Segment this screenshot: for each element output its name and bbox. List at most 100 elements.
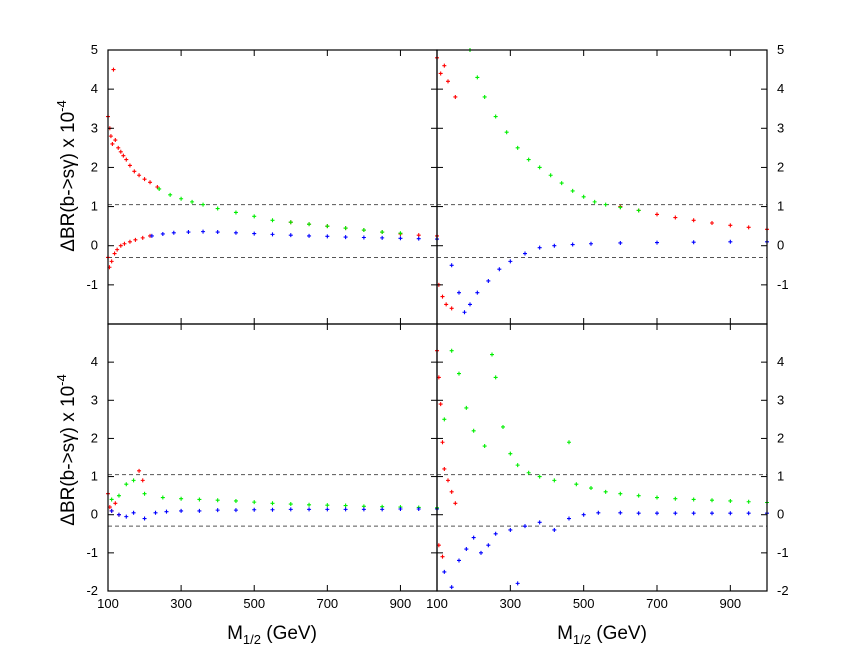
point-blue [673,511,678,516]
point-green [116,493,121,498]
y-tick-label: 2 [777,159,784,174]
y-tick-label: -1 [777,277,789,292]
point-green [457,371,461,376]
point-red [438,71,443,76]
point-green [168,192,173,197]
point-green [179,496,184,501]
y-tick-label: -2 [777,583,789,598]
point-red [440,554,445,559]
point-blue [252,507,257,512]
point-red [140,478,145,483]
point-blue [233,508,238,513]
point-blue [468,302,472,307]
y-tick-label: 5 [777,42,784,57]
point-blue [325,507,330,512]
point-blue [416,506,421,511]
point-blue [416,236,421,241]
panel-frame [107,323,438,592]
point-red [115,247,120,252]
point-green [307,502,312,507]
point-blue [109,508,114,513]
point-green [537,165,542,170]
x-tick-label: 300 [499,596,521,611]
point-green [589,486,593,491]
point-red [113,501,118,506]
point-green [746,499,751,504]
point-green [179,196,184,201]
point-blue [252,231,257,236]
point-green [592,199,597,204]
point-blue [186,230,191,235]
y-tick-label: -1 [86,545,98,560]
point-blue [201,229,206,234]
y-tick-label: 2 [91,430,98,445]
point-green [288,220,293,225]
point-green [559,181,564,186]
x-axis-label-right: M1/2 (GeV) [557,623,647,647]
point-blue [728,239,733,244]
y-tick-label: -1 [86,277,98,292]
point-blue [270,232,275,237]
point-green [537,474,542,479]
point-blue [160,231,165,236]
point-blue [462,310,467,315]
point-blue [361,235,366,240]
y-tick-label: 2 [91,159,98,174]
point-red [710,221,714,226]
point-blue [380,507,385,512]
point-green [215,498,220,503]
point-green [493,375,498,380]
point-green [343,503,348,508]
point-red [118,149,123,154]
y-tick-label: 0 [777,238,784,253]
point-green [252,214,257,219]
point-blue [449,263,454,268]
point-green [526,157,531,162]
point-green [603,202,608,207]
point-green [288,502,293,507]
panel-top-left: -1 0 1 2 3 4 5 [86,42,439,325]
point-blue [164,509,169,514]
point-green [307,222,312,227]
point-green [464,405,469,410]
point-red [416,233,421,238]
point-blue [486,278,491,283]
point-green [526,470,531,475]
point-red [116,145,121,150]
point-green [124,482,129,487]
point-green [233,498,238,503]
point-green [442,417,447,422]
point-blue [581,512,586,517]
point-blue [508,259,513,264]
y-tick-label: 0 [777,507,784,522]
point-red [121,153,126,158]
point-red [148,180,153,185]
point-blue [288,233,293,238]
point-blue [596,510,601,515]
point-green [201,202,206,207]
point-green [471,428,476,433]
y-tick-label: 3 [91,120,98,135]
point-blue [508,527,513,532]
point-blue [215,508,220,513]
x-axis-label-left: M1/2 (GeV) [227,623,317,647]
point-green [570,188,575,193]
point-green [215,206,220,211]
point-red [132,169,137,174]
point-green [548,173,553,178]
point-red [746,225,751,230]
point-blue [197,508,202,513]
point-blue [691,240,696,245]
point-green [673,496,678,501]
point-blue [537,245,542,250]
point-red [438,402,443,407]
point-blue [153,510,158,515]
point-green [618,491,623,496]
point-green [109,497,114,502]
point-blue [497,267,502,272]
point-green [361,228,366,233]
point-blue [636,511,641,516]
point-blue [486,543,491,548]
point-green [325,224,330,229]
y-tick-label: 4 [777,354,784,369]
